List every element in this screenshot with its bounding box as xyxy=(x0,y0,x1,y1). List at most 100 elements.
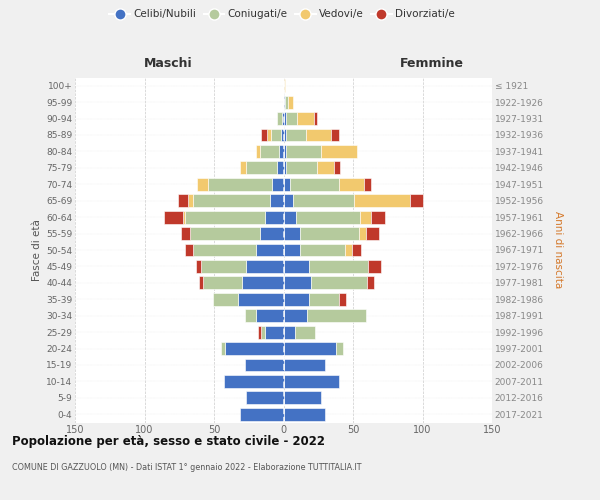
Bar xyxy=(188,194,193,207)
Bar xyxy=(225,342,284,355)
Bar xyxy=(284,80,285,92)
Bar xyxy=(241,408,284,420)
Bar xyxy=(184,210,185,224)
Text: Maschi: Maschi xyxy=(143,57,193,70)
Bar xyxy=(284,128,286,141)
Text: Popolazione per età, sesso e stato civile - 2022: Popolazione per età, sesso e stato civil… xyxy=(12,435,325,448)
Bar xyxy=(317,162,334,174)
Bar xyxy=(260,145,280,158)
Bar xyxy=(286,162,317,174)
Bar xyxy=(308,260,368,273)
Y-axis label: Fasce di età: Fasce di età xyxy=(32,219,42,281)
Bar xyxy=(208,178,272,190)
Bar xyxy=(245,310,256,322)
Bar xyxy=(245,358,284,372)
Bar xyxy=(284,244,300,256)
Bar xyxy=(272,178,284,190)
Bar xyxy=(185,210,265,224)
Bar xyxy=(284,96,285,108)
Bar xyxy=(296,210,360,224)
Bar xyxy=(221,342,225,355)
Bar xyxy=(298,112,314,125)
Bar xyxy=(259,326,261,338)
Bar xyxy=(199,276,203,289)
Bar xyxy=(300,244,344,256)
Bar xyxy=(360,210,371,224)
Bar xyxy=(284,276,311,289)
Bar xyxy=(185,244,193,256)
Bar xyxy=(284,342,337,355)
Bar xyxy=(256,310,284,322)
Bar xyxy=(371,210,385,224)
Bar xyxy=(212,293,238,306)
Y-axis label: Anni di nascita: Anni di nascita xyxy=(553,212,563,288)
Bar xyxy=(238,293,284,306)
Bar xyxy=(284,375,339,388)
Bar xyxy=(246,392,284,404)
Bar xyxy=(293,194,355,207)
Bar xyxy=(359,227,365,240)
Bar xyxy=(284,178,290,190)
Bar xyxy=(282,112,284,125)
Bar xyxy=(265,326,284,338)
Bar xyxy=(277,162,284,174)
Bar xyxy=(190,227,260,240)
Bar xyxy=(284,358,325,372)
Bar xyxy=(337,342,343,355)
Bar xyxy=(284,162,286,174)
Bar xyxy=(256,145,260,158)
Bar xyxy=(285,96,287,108)
Bar xyxy=(284,310,307,322)
Bar xyxy=(284,293,308,306)
Bar xyxy=(261,128,267,141)
Bar xyxy=(321,145,357,158)
Text: Femmine: Femmine xyxy=(400,57,464,70)
Bar xyxy=(334,162,340,174)
Bar xyxy=(410,194,422,207)
Bar xyxy=(331,128,339,141)
Bar xyxy=(286,145,321,158)
Bar xyxy=(295,326,316,338)
Bar xyxy=(261,326,265,338)
Bar xyxy=(269,194,284,207)
Bar xyxy=(308,293,339,306)
Bar xyxy=(196,260,202,273)
Bar xyxy=(256,244,284,256)
Bar xyxy=(164,210,184,224)
Bar xyxy=(287,96,293,108)
Bar xyxy=(284,260,308,273)
Bar xyxy=(267,128,271,141)
Bar xyxy=(280,145,284,158)
Bar xyxy=(197,178,208,190)
Bar xyxy=(181,227,190,240)
Bar xyxy=(365,227,379,240)
Bar xyxy=(284,145,286,158)
Bar xyxy=(260,227,284,240)
Bar xyxy=(339,293,346,306)
Bar xyxy=(284,210,296,224)
Bar xyxy=(311,276,367,289)
Bar xyxy=(314,112,317,125)
Bar xyxy=(307,310,365,322)
Bar xyxy=(224,375,284,388)
Bar xyxy=(339,178,364,190)
Bar xyxy=(202,260,246,273)
Bar xyxy=(241,162,246,174)
Bar xyxy=(352,244,361,256)
Bar xyxy=(306,128,331,141)
Bar xyxy=(368,260,381,273)
Bar xyxy=(178,194,188,207)
Bar xyxy=(284,326,295,338)
Bar xyxy=(367,276,374,289)
Text: COMUNE DI GAZZUOLO (MN) - Dati ISTAT 1° gennaio 2022 - Elaborazione TUTTITALIA.I: COMUNE DI GAZZUOLO (MN) - Dati ISTAT 1° … xyxy=(12,462,361,471)
Bar xyxy=(193,194,269,207)
Bar xyxy=(281,128,284,141)
Bar xyxy=(284,227,300,240)
Bar xyxy=(265,210,284,224)
Bar xyxy=(246,260,284,273)
Legend: Celibi/Nubili, Coniugati/e, Vedovi/e, Divorziati/e: Celibi/Nubili, Coniugati/e, Vedovi/e, Di… xyxy=(105,5,459,24)
Bar xyxy=(284,392,321,404)
Bar xyxy=(284,194,293,207)
Bar xyxy=(242,276,284,289)
Bar xyxy=(300,227,359,240)
